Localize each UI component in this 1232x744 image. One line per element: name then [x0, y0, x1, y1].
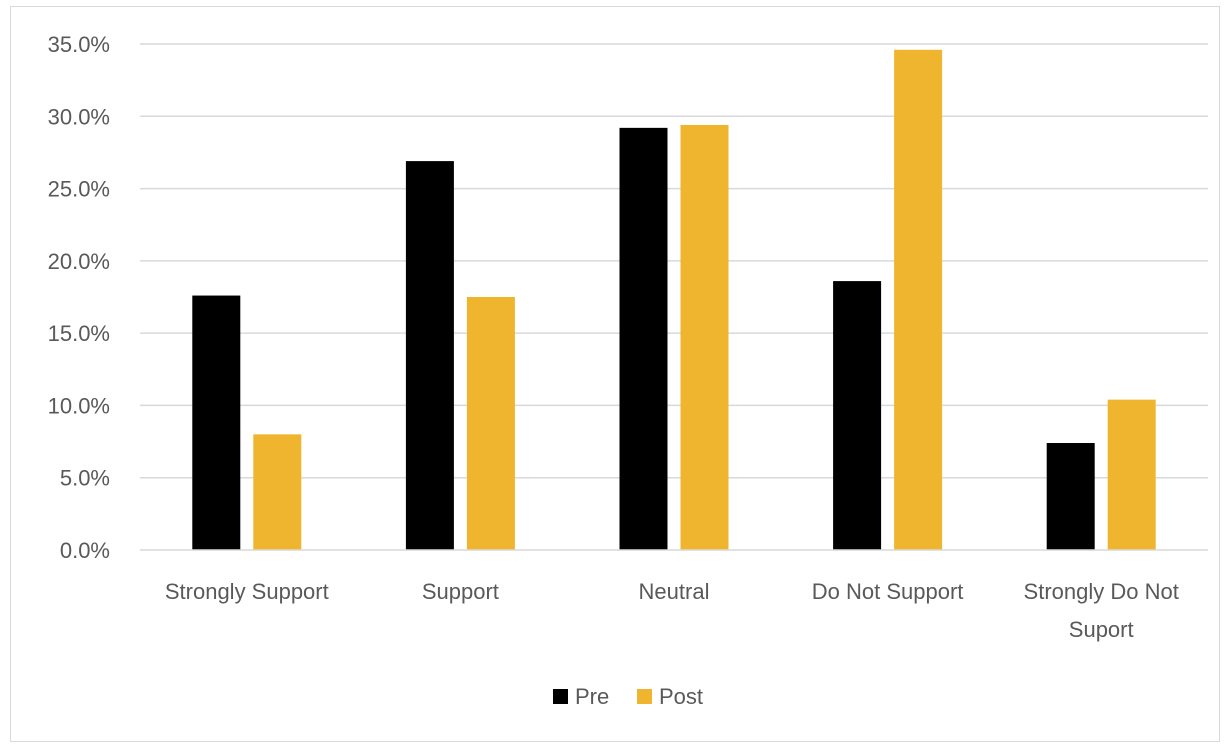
y-tick-label: 25.0% — [48, 177, 110, 202]
y-tick-label: 5.0% — [60, 466, 110, 491]
y-axis-tick-labels: 0.0% 5.0% 10.0% 15.0% 20.0% 25.0% 30.0% 35.0% — [48, 32, 110, 563]
y-tick-label: 20.0% — [48, 249, 110, 274]
y-tick-label: 10.0% — [48, 393, 110, 418]
y-tick-label: 0.0% — [60, 538, 110, 563]
bar-pre-1 — [405, 161, 454, 551]
category-label: Do Not Support — [812, 579, 964, 604]
bar-post-2 — [680, 124, 729, 551]
gridlines — [140, 43, 1208, 479]
category-label: Strongly Support — [165, 579, 329, 604]
bar-post-1 — [466, 297, 515, 550]
bar-pre-0 — [192, 295, 241, 550]
bar-pre-2 — [619, 127, 668, 550]
bar-pre-3 — [833, 281, 882, 550]
legend-swatch-post — [637, 689, 652, 704]
y-tick-label: 30.0% — [48, 104, 110, 129]
bar-post-0 — [253, 434, 302, 550]
legend-label-pre: Pre — [575, 684, 609, 709]
y-tick-label: 35.0% — [48, 32, 110, 57]
bar-post-3 — [894, 49, 943, 550]
category-label: Strongly Do Not Suport — [1024, 579, 1179, 642]
bar-post-4 — [1107, 399, 1156, 550]
bar-pre-4 — [1046, 443, 1095, 550]
category-labels: Strongly Support Support Neutral Do Not Sup… — [165, 579, 1179, 642]
y-tick-label: 15.0% — [48, 321, 110, 346]
category-label: Support — [422, 579, 499, 604]
category-label: Neutral — [639, 579, 710, 604]
legend: Pre Post — [553, 684, 703, 709]
legend-swatch-pre — [553, 689, 568, 704]
bars — [192, 49, 1156, 551]
legend-label-post: Post — [659, 684, 703, 709]
